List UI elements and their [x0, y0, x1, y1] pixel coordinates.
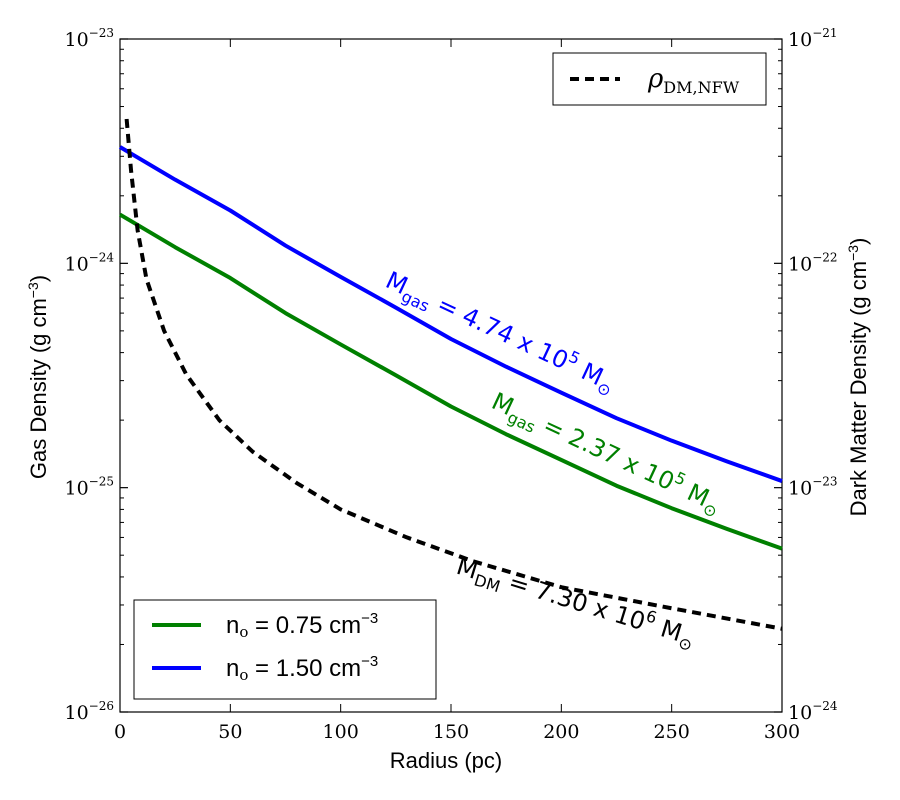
series-layer	[118, 118, 783, 631]
x-tick-label: 150	[433, 721, 469, 743]
series-line-2	[124, 118, 783, 631]
y-tick-label-left: 10−26	[64, 699, 114, 724]
x-tick-label: 50	[218, 721, 242, 743]
y-tick-label-left: 10−23	[64, 26, 114, 51]
series-line-0	[118, 212, 783, 551]
legend-lower-left-box	[133, 599, 437, 700]
axis-ticks	[119, 38, 783, 713]
y-tick-label-right: 10−21	[788, 26, 838, 51]
y-tick-label-left: 10−25	[64, 475, 114, 500]
x-tick-label: 250	[654, 721, 690, 743]
legend-label-dm: ρDM,NFW	[647, 64, 740, 97]
y-tick-label-right: 10−22	[788, 250, 838, 275]
legend-label-green: no = 0.75 cm−3	[226, 610, 378, 641]
legend-upper-right: ρDM,NFW	[552, 52, 767, 106]
y-axis-title-right: Dark Matter Density (g cm−3)	[845, 238, 871, 517]
legend-label-blue: no = 1.50 cm−3	[226, 653, 378, 684]
x-tick-label: 0	[114, 721, 126, 743]
y-tick-label-right: 10−23	[788, 475, 838, 500]
x-tick-label: 100	[323, 721, 359, 743]
y-axis-title-left: Gas Density (g cm−3)	[25, 275, 51, 479]
y-tick-label-left: 10−24	[64, 250, 114, 275]
tick-labels: 0 50 100 150 200 250 300 10−26 10−25 10−24 10−23 10…	[64, 26, 837, 743]
series-line-1	[118, 145, 783, 483]
x-tick-label: 300	[764, 721, 800, 743]
x-axis-title: Radius (pc)	[390, 748, 502, 773]
y-tick-label-right: 10−24	[788, 699, 838, 724]
legend-lower-left: no = 0.75 cm−3 no = 1.50 cm−3	[133, 599, 437, 700]
x-tick-label: 200	[543, 721, 579, 743]
